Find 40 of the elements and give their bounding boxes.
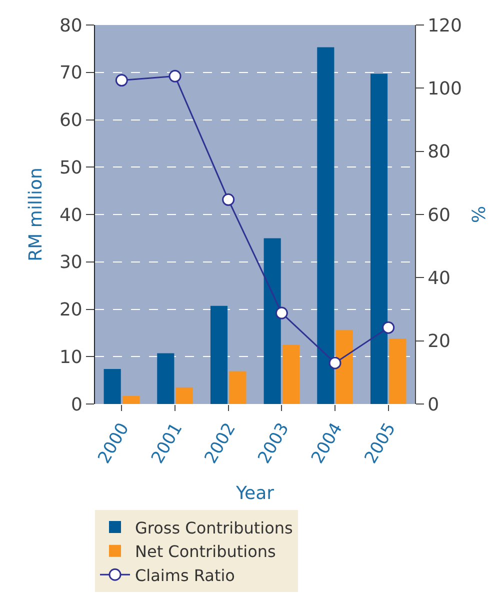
x-axis-title: Year (234, 483, 275, 504)
point (168, 70, 182, 82)
y2-tick-label: 40 (428, 268, 451, 289)
y-tick-label: 20 (59, 300, 82, 321)
y-tick-label: 80 (59, 15, 82, 36)
bar (157, 353, 174, 404)
bar (229, 371, 246, 404)
y-tick-label: 60 (59, 110, 82, 132)
bar (389, 338, 406, 404)
y-tick-label: 50 (59, 157, 82, 178)
y2-axis-title: % (469, 206, 490, 224)
y-axis-title: RM million (26, 168, 47, 262)
bar (176, 387, 193, 404)
bar (210, 306, 228, 404)
legend-label: Gross Contributions (135, 518, 293, 538)
y2-tick-label: 0 (428, 394, 440, 416)
y2-tick-label: 80 (428, 142, 451, 163)
y2-tick-label: 100 (428, 78, 462, 100)
y-tick-label: 40 (59, 204, 82, 226)
point (328, 356, 342, 370)
y-tick-label: 70 (59, 62, 82, 84)
point (275, 306, 288, 320)
point (115, 74, 128, 87)
y-tick-label: 30 (59, 252, 82, 274)
y2-tick-label: 20 (428, 331, 451, 352)
bar (336, 330, 353, 404)
bar (104, 368, 121, 404)
legend-label: Claims Ratio (135, 566, 235, 585)
bar (122, 396, 140, 404)
point (222, 193, 235, 206)
y-tick-label: 10 (59, 346, 82, 368)
bar (264, 238, 281, 404)
bar (317, 47, 334, 404)
y-tick-label: 0 (70, 394, 82, 416)
y2-tick-label: 60 (428, 204, 451, 226)
legend-label: Net Contributions (135, 542, 276, 562)
bar (282, 344, 300, 404)
point (382, 321, 395, 334)
bar (370, 74, 388, 404)
y2-tick-label: 120 (428, 15, 462, 36)
